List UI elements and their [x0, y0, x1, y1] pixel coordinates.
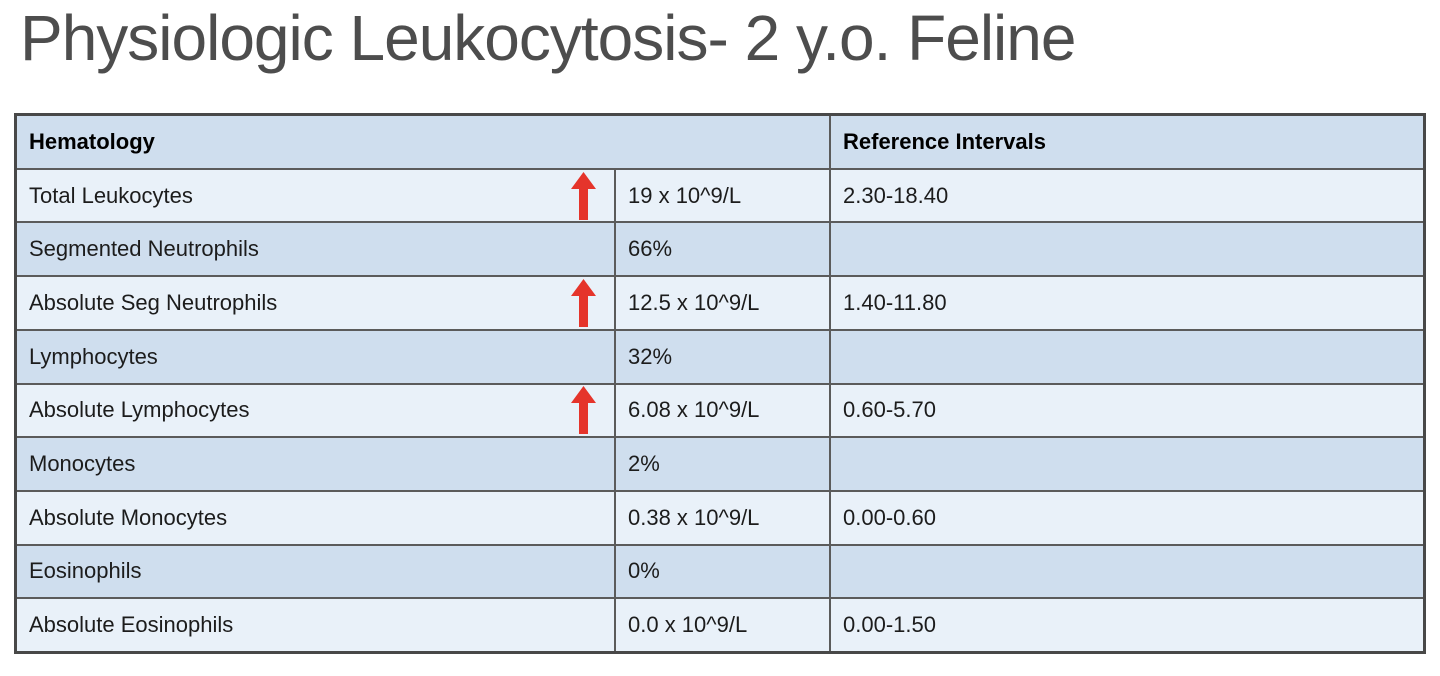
parameter-label: Absolute Lymphocytes — [29, 397, 250, 423]
value-cell: 12.5 x 10^9/L — [616, 277, 829, 329]
reference-cell — [831, 330, 1423, 383]
reference-cell: 1.40-11.80 — [831, 277, 1423, 329]
header-hematology: Hematology — [17, 116, 829, 168]
table-row-parameter: Eosinophils — [17, 545, 614, 598]
reference-cell — [831, 438, 1423, 490]
table-row-parameter: Absolute Seg Neutrophils — [17, 277, 614, 329]
value-cell: 0% — [616, 545, 829, 598]
parameter-label: Absolute Seg Neutrophils — [29, 289, 278, 315]
up-arrow-icon — [571, 386, 596, 435]
table-row-parameter: Absolute Lymphocytes — [17, 384, 614, 437]
parameter-label: Lymphocytes — [29, 343, 158, 369]
table-row-parameter: Absolute Eosinophils — [17, 599, 614, 651]
table-row-parameter: Absolute Monocytes — [17, 491, 614, 544]
reference-cell — [831, 545, 1423, 598]
reference-cell: 0.00-1.50 — [831, 599, 1423, 651]
parameter-label: Monocytes — [29, 451, 136, 477]
parameter-label: Absolute Eosinophils — [29, 612, 234, 638]
value-cell: 0.38 x 10^9/L — [616, 491, 829, 544]
value-cell: 2% — [616, 438, 829, 490]
parameter-label: Total Leukocytes — [29, 182, 193, 208]
slide-title: Physiologic Leukocytosis- 2 y.o. Feline — [20, 2, 1076, 74]
reference-cell — [831, 223, 1423, 276]
value-cell: 32% — [616, 330, 829, 383]
reference-cell: 0.60-5.70 — [831, 384, 1423, 437]
table-row-parameter: Total Leukocytes — [17, 169, 614, 222]
reference-cell: 2.30-18.40 — [831, 169, 1423, 222]
table-row-parameter: Lymphocytes — [17, 330, 614, 383]
parameter-label: Eosinophils — [29, 558, 142, 584]
header-reference-intervals: Reference Intervals — [831, 116, 1423, 168]
hematology-table: Hematology Reference Intervals Total Leu… — [14, 113, 1426, 654]
value-cell: 0.0 x 10^9/L — [616, 599, 829, 651]
parameter-label: Segmented Neutrophils — [29, 236, 259, 262]
up-arrow-icon — [571, 278, 596, 327]
value-cell: 6.08 x 10^9/L — [616, 384, 829, 437]
value-cell: 19 x 10^9/L — [616, 169, 829, 222]
value-cell: 66% — [616, 223, 829, 276]
up-arrow-icon — [571, 171, 596, 220]
reference-cell: 0.00-0.60 — [831, 491, 1423, 544]
table-row-parameter: Monocytes — [17, 438, 614, 490]
parameter-label: Absolute Monocytes — [29, 504, 228, 530]
table-row-parameter: Segmented Neutrophils — [17, 223, 614, 276]
